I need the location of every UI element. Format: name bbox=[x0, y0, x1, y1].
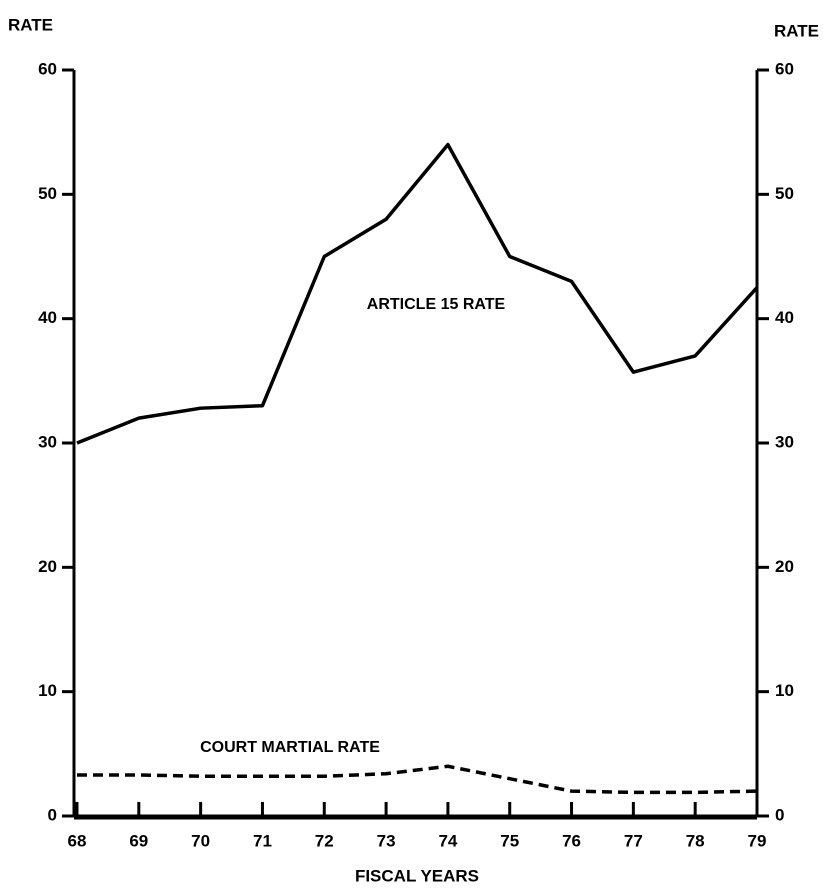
x-tick-label: 73 bbox=[377, 831, 396, 850]
series-line bbox=[77, 764, 758, 795]
x-tick-label: 77 bbox=[624, 831, 643, 850]
series-label: COURT MARTIAL RATE bbox=[200, 739, 380, 756]
y-axis-label: RATE bbox=[8, 15, 53, 34]
y2-tick-label: 40 bbox=[775, 308, 794, 327]
x-tick-label: 72 bbox=[315, 831, 334, 850]
y-tick-label: 0 bbox=[48, 805, 57, 824]
x-tick-label: 75 bbox=[500, 831, 519, 850]
y-tick-label: 20 bbox=[38, 557, 57, 576]
y2-tick-label: 20 bbox=[775, 557, 794, 576]
y-tick-label: 10 bbox=[38, 681, 57, 700]
series-line bbox=[76, 142, 759, 445]
y2-tick-label: 60 bbox=[775, 59, 794, 78]
x-tick-label: 76 bbox=[562, 831, 581, 850]
y2-tick-label: 50 bbox=[775, 184, 794, 203]
x-tick-label: 78 bbox=[686, 831, 705, 850]
y2-tick-label: 10 bbox=[775, 681, 794, 700]
x-tick-label: 79 bbox=[748, 831, 767, 850]
y-tick-label: 60 bbox=[38, 59, 57, 78]
y-tick-label: 40 bbox=[38, 308, 57, 327]
y-tick-label: 30 bbox=[38, 432, 57, 451]
x-tick-label: 68 bbox=[68, 831, 87, 850]
y2-axis-label: RATE bbox=[774, 21, 819, 40]
x-tick-label: 69 bbox=[129, 831, 148, 850]
series-label: ARTICLE 15 RATE bbox=[367, 296, 506, 313]
y-tick-label: 50 bbox=[38, 184, 57, 203]
x-tick-label: 74 bbox=[438, 831, 457, 850]
x-axis-label: FISCAL YEARS bbox=[355, 866, 479, 885]
x-tick-label: 70 bbox=[191, 831, 210, 850]
x-tick-label: 71 bbox=[253, 831, 272, 850]
y2-tick-label: 0 bbox=[775, 805, 784, 824]
y2-tick-label: 30 bbox=[775, 432, 794, 451]
